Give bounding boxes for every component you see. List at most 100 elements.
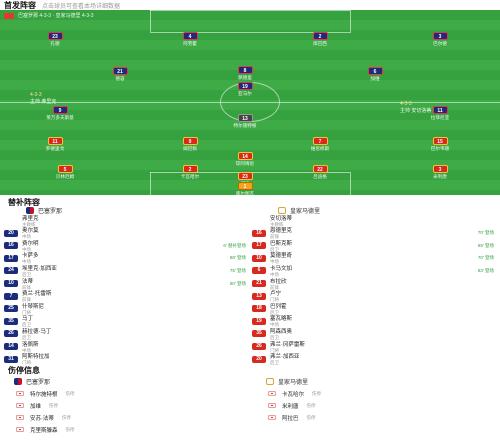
home-player-name: 巴尔德	[433, 41, 447, 46]
sub-row[interactable]: 16 费尔明 中场 6' 替补登场	[4, 239, 252, 252]
injury-row[interactable]: 卡瓦哈尔 伤停	[268, 388, 321, 399]
injury-row[interactable]: 加维 伤停	[16, 400, 58, 411]
sub-number-badge: 16	[4, 242, 18, 250]
sub-number-badge: 35	[252, 330, 266, 338]
injury-row[interactable]: 安苏·法蒂 伤停	[16, 412, 71, 423]
page-title: 首发阵容	[4, 0, 36, 10]
home-player-number: 13	[237, 114, 253, 122]
away-player-number: 15	[432, 137, 448, 145]
away-player[interactable]: 9 姆巴佩	[162, 137, 218, 152]
sub-number-badge: 20	[4, 229, 18, 237]
sub-position: 主教练	[270, 221, 284, 227]
sub-row[interactable]: 17 巴斯克斯 后卫 65' 登场	[252, 239, 500, 252]
home-player[interactable]: 21 德容	[92, 67, 148, 82]
sub-row[interactable]: 21 布拉欣 前锋	[252, 277, 500, 290]
sub-time: 65' 登场	[477, 242, 494, 248]
away-player-number: 7	[312, 137, 328, 145]
away-player[interactable]: 1 库尔图瓦	[217, 182, 273, 195]
sub-row[interactable]: 26 弗兰·冈萨雷斯 门将	[252, 340, 500, 353]
sub-position: 后卫	[270, 334, 279, 340]
away-player[interactable]: 5 贝林厄姆	[37, 165, 93, 180]
sub-position: 后卫	[270, 360, 279, 366]
sub-number-badge: 10	[252, 254, 266, 262]
sub-row[interactable]: 24 埃里克·加西亚 后卫 75' 登场	[4, 264, 252, 277]
away-player-number: 9	[182, 137, 198, 145]
sub-row[interactable]: 10 法蒂 前锋 90' 登场	[4, 277, 252, 290]
away-player[interactable]: 22 吕迪格	[292, 165, 348, 180]
sub-row[interactable]: 17 卡萨多 中场 88' 登场	[4, 252, 252, 265]
away-player[interactable]: 11 罗德里戈	[27, 137, 83, 152]
home-player[interactable]: 23 孔德	[27, 32, 83, 47]
home-player[interactable]: 11 拉菲尼亚	[412, 106, 468, 121]
sub-text: 弗里克 主教练	[22, 214, 39, 228]
away-player-name: 巴尔韦德	[430, 146, 450, 151]
pitch-meta: 巴塞罗那 4-3-3 · 皇家马德里 4-3-3	[4, 12, 94, 19]
home-player-number: 6	[367, 67, 383, 75]
home-coach: 主帅 弗里克	[30, 99, 57, 105]
sub-text: 洛佩斯 中场	[22, 340, 39, 354]
injury-status: 伤停	[306, 414, 316, 420]
injury-row[interactable]: 特尔施特根 伤停	[16, 388, 75, 399]
sub-position: 前锋	[270, 234, 279, 240]
injury-row[interactable]: 克里斯滕森 伤停	[16, 424, 75, 435]
sub-row[interactable]: 19 塞瓦略斯 中场	[252, 315, 500, 328]
sub-text: 马丁 后卫	[22, 314, 33, 328]
home-player[interactable]: 6 加维	[347, 67, 403, 82]
sub-text: 巴列霍 后卫	[270, 302, 287, 316]
sub-position: 门将	[22, 360, 31, 366]
sub-row[interactable]: 35 马丁 后卫	[4, 315, 252, 328]
home-player[interactable]: 19 亚马尔	[217, 82, 273, 97]
sub-row[interactable]: 31 阿斯特拉加 门将	[4, 353, 252, 366]
sub-row[interactable]: 25 什琴斯尼 门将	[4, 302, 252, 315]
sub-row[interactable]: 弗里克 主教练	[4, 214, 252, 227]
sub-row[interactable]: 13 卢宁 门将	[252, 290, 500, 303]
away-player-number: 14	[237, 152, 253, 160]
away-player-number: 2	[182, 165, 198, 173]
sub-row[interactable]: 20 奥尔莫 中场	[4, 227, 252, 240]
away-player-number: 22	[312, 165, 328, 173]
away-player-name: 维尼修斯	[310, 146, 330, 151]
away-player[interactable]: 15 巴尔韦德	[412, 137, 468, 152]
sub-text: 布拉欣 前锋	[270, 277, 287, 291]
home-player-name: 加维	[370, 76, 380, 81]
pitch: 巴塞罗那 4-3-3 · 皇家马德里 4-3-3 主帅 弗里克 4-3-3 主帅…	[0, 10, 500, 195]
sub-row[interactable]: 18 巴列霍 后卫	[252, 302, 500, 315]
sub-text: 卡萨多 中场	[22, 251, 39, 265]
sub-row[interactable]: 安切洛蒂 主教练	[252, 214, 500, 227]
home-player[interactable]: 13 特尔施特根	[217, 114, 273, 129]
away-player[interactable]: 14 琼阿梅尼	[217, 152, 273, 167]
real-madrid-crest-icon	[266, 378, 274, 385]
sub-row[interactable]: 26 赫拉德·马丁 后卫	[4, 327, 252, 340]
away-player-name: 贝林厄姆	[55, 174, 75, 179]
sub-number-badge: 16	[252, 229, 266, 237]
sub-name: 布拉欣	[270, 278, 287, 285]
away-coach: 主帅 安切洛蒂	[400, 108, 432, 114]
sub-row[interactable]: 35 阿森西奥 后卫	[252, 327, 500, 340]
home-player-number: 21	[112, 67, 128, 75]
sub-time: 70' 登场	[477, 230, 494, 236]
home-player-number: 9	[52, 106, 68, 114]
home-player[interactable]: 8 佩德里	[217, 66, 273, 81]
sub-row[interactable]: 20 弗兰·加西亚 后卫	[252, 353, 500, 366]
coach-avatar-icon	[4, 217, 18, 224]
away-player[interactable]: 7 维尼修斯	[292, 137, 348, 152]
sub-number-badge: 7	[4, 292, 18, 300]
sub-text: 恩德里克 前锋	[270, 226, 292, 240]
sub-row[interactable]: 16 恩德里克 前锋 70' 登场	[252, 227, 500, 240]
sub-row[interactable]: 10 莫德里奇 中场 70' 登场	[252, 252, 500, 265]
home-player[interactable]: 3 巴尔德	[412, 32, 468, 47]
sub-row[interactable]: 6 卡马文加 中场 83' 登场	[252, 264, 500, 277]
sub-text: 法蒂 前锋	[22, 277, 33, 291]
sub-row[interactable]: 7 费兰·托雷斯 前锋	[4, 290, 252, 303]
away-player[interactable]: 2 卡瓦哈尔	[162, 165, 218, 180]
injury-row[interactable]: 阿拉巴 伤停	[268, 412, 316, 423]
sub-row[interactable]: 14 洛佩斯 中场	[4, 340, 252, 353]
sub-position: 中场	[22, 347, 31, 353]
away-player[interactable]: 3 米利唐	[412, 165, 468, 180]
home-player[interactable]: 9 莱万多夫斯基	[32, 106, 88, 121]
injury-row[interactable]: 米利唐 伤停	[268, 400, 316, 411]
injury-player-name: 阿拉巴	[282, 415, 299, 422]
home-player-name: 阿劳霍	[183, 41, 197, 46]
home-player[interactable]: 2 库巴西	[292, 32, 348, 47]
home-player[interactable]: 4 阿劳霍	[162, 32, 218, 47]
